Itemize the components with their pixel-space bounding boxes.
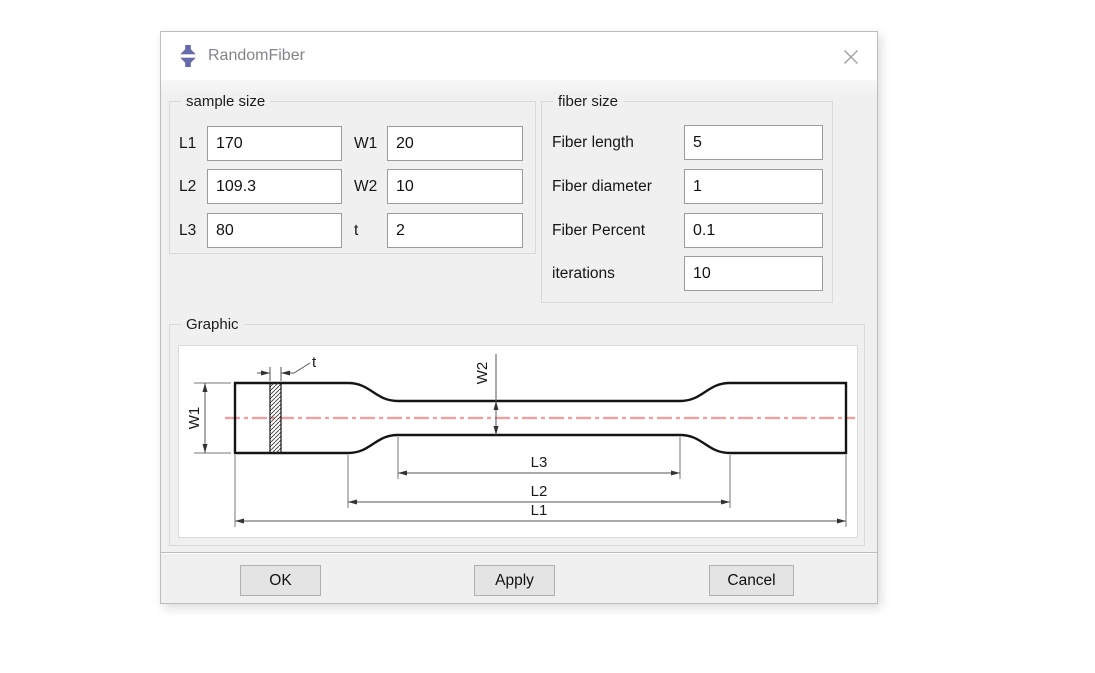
graphic-legend: Graphic xyxy=(181,315,244,335)
fiber-size-legend: fiber size xyxy=(553,92,624,112)
w2-input[interactable] xyxy=(387,169,523,204)
cancel-button[interactable]: Cancel xyxy=(709,565,794,596)
dim-l3 xyxy=(397,437,681,479)
w1-input[interactable] xyxy=(387,126,523,161)
specimen-drawing: t W1 W2 xyxy=(178,345,858,538)
dim-l1 xyxy=(234,455,847,527)
titlebar[interactable]: RandomFiber xyxy=(161,32,877,80)
separator xyxy=(161,552,877,554)
fiber-diameter-label: Fiber diameter xyxy=(552,178,652,195)
l3-input[interactable] xyxy=(207,213,342,248)
l3-label: L3 xyxy=(179,222,197,239)
dim-l2-label: L2 xyxy=(531,483,548,500)
fiber-size-group: fiber size Fiber length Fiber diameter F… xyxy=(541,92,833,303)
t-input[interactable] xyxy=(387,213,523,248)
l2-label: L2 xyxy=(179,178,197,195)
fiber-length-input[interactable] xyxy=(684,125,823,160)
thickness-hatch xyxy=(270,383,281,453)
dim-t-label: t xyxy=(312,354,317,371)
sample-size-legend: sample size xyxy=(181,92,271,112)
dim-w2-label: W2 xyxy=(474,362,491,385)
fiber-length-label: Fiber length xyxy=(552,134,634,151)
dim-w1 xyxy=(194,382,231,454)
dialog-body: sample size L1 W1 L2 W2 L3 t fiber size … xyxy=(161,80,877,603)
l1-input[interactable] xyxy=(207,126,342,161)
abaqus-plugin-icon xyxy=(177,45,199,67)
fiber-percent-label: Fiber Percent xyxy=(552,222,646,239)
w2-label: W2 xyxy=(354,178,378,195)
dim-l1-label: L1 xyxy=(531,502,548,519)
dim-l2 xyxy=(347,455,731,508)
specimen-outline xyxy=(233,381,848,455)
fiber-percent-input[interactable] xyxy=(684,213,823,248)
w1-label: W1 xyxy=(354,135,378,152)
l2-input[interactable] xyxy=(207,169,342,204)
window-title: RandomFiber xyxy=(208,47,305,64)
randomfiber-dialog: RandomFiber sample size L1 W1 L2 W2 L3 t xyxy=(160,31,878,604)
apply-button[interactable]: Apply xyxy=(474,565,555,596)
fiber-diameter-input[interactable] xyxy=(684,169,823,204)
dim-l3-label: L3 xyxy=(531,454,548,471)
close-icon[interactable] xyxy=(841,47,861,67)
l1-label: L1 xyxy=(179,135,197,152)
t-label: t xyxy=(354,222,359,239)
graphic-group: Graphic xyxy=(169,315,865,546)
sample-size-group: sample size L1 W1 L2 W2 L3 t xyxy=(169,92,536,254)
ok-button[interactable]: OK xyxy=(240,565,321,596)
dim-w1-label: W1 xyxy=(186,407,203,430)
iterations-label: iterations xyxy=(552,265,615,282)
iterations-input[interactable] xyxy=(684,256,823,291)
